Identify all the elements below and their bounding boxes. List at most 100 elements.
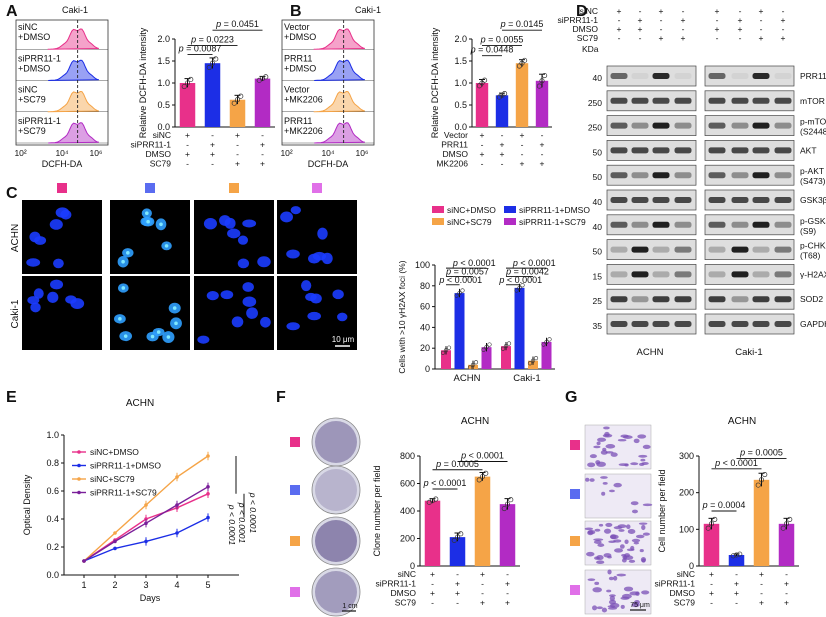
protein-label: (S2448) xyxy=(800,127,826,137)
design-row-label: siNC xyxy=(677,569,695,579)
protein-band xyxy=(610,73,628,79)
y-tick-label: 200 xyxy=(679,488,694,498)
design-row-label: siPRR11-1 xyxy=(376,579,417,589)
p-value-label: p = 0.0223 xyxy=(190,35,234,45)
data-dot xyxy=(539,78,545,84)
migrated-cell xyxy=(593,538,604,541)
design-row-label: SC79 xyxy=(150,159,172,169)
protein-band xyxy=(652,147,670,154)
data-dot xyxy=(547,337,552,342)
cell-nucleus xyxy=(219,215,231,226)
protein-band xyxy=(631,172,649,179)
blot-strip xyxy=(606,90,697,112)
migrated-cell xyxy=(630,501,639,506)
blot-strip xyxy=(606,140,697,161)
migrated-cell xyxy=(620,604,625,609)
bar xyxy=(778,523,795,566)
migrated-cell xyxy=(594,581,600,585)
design-sign: - xyxy=(660,15,663,25)
protein-band xyxy=(752,147,770,154)
bar xyxy=(475,83,489,127)
group-color-square xyxy=(312,183,322,193)
migrated-cell xyxy=(627,529,636,534)
protein-label: SOD2 xyxy=(800,294,823,304)
migrated-cell xyxy=(626,548,635,552)
protein-band xyxy=(631,271,649,278)
design-sign: + xyxy=(681,15,686,25)
data-dot xyxy=(263,74,269,80)
cell-nucleus xyxy=(53,258,64,269)
design-sign: - xyxy=(501,159,504,169)
cell-nucleus xyxy=(237,235,249,245)
cell-nucleus xyxy=(231,316,244,328)
legend-label: siNC+SC79 xyxy=(90,474,135,484)
histogram-label: siNC xyxy=(18,22,38,32)
design-sign: - xyxy=(501,130,504,140)
y-tick-label: 1.5 xyxy=(454,56,467,66)
migrated-cell xyxy=(596,461,606,467)
western-blot: siNC + - + - + - + -siPRR11-1- + - + - + - +DMSO + + - - + + -… xyxy=(558,6,826,358)
blot-strip xyxy=(704,214,795,236)
group-color-square xyxy=(145,183,155,193)
data-dot xyxy=(522,57,528,63)
design-sign: + xyxy=(260,140,265,150)
protein-band xyxy=(610,271,628,278)
protein-band xyxy=(731,321,749,327)
p-value-label: p < 0.0001 xyxy=(714,458,758,468)
protein-band xyxy=(631,73,649,79)
migrated-cell xyxy=(624,463,629,467)
protein-band xyxy=(708,271,726,278)
migrated-cell xyxy=(602,482,608,485)
migrated-cell xyxy=(587,578,596,581)
bar xyxy=(449,537,466,566)
design-row-label: MK2206 xyxy=(436,159,468,169)
data-dot xyxy=(460,288,465,293)
foci-spot xyxy=(156,330,161,334)
migrated-cell xyxy=(589,478,595,482)
migrated-cell xyxy=(631,509,638,514)
migrated-cell xyxy=(610,452,618,457)
blot-strip xyxy=(704,140,795,161)
design-row-label: DMSO xyxy=(670,588,696,598)
protein-band xyxy=(708,296,726,303)
design-sign: + xyxy=(617,6,622,16)
colony-stain xyxy=(315,520,357,562)
migrated-cell xyxy=(607,605,616,608)
design-sign: + xyxy=(734,579,739,589)
cell-nucleus xyxy=(237,258,250,269)
data-dot xyxy=(479,80,485,86)
histogram-label: +DMSO xyxy=(18,63,50,73)
y-axis-label: Clone number per field xyxy=(372,465,382,556)
protein-band xyxy=(631,321,649,327)
panel-letter: A xyxy=(6,3,18,20)
migrated-cell xyxy=(596,606,603,610)
bar xyxy=(535,80,549,127)
protein-band xyxy=(731,147,749,154)
migrated-cell xyxy=(613,539,622,543)
cell-nucleus xyxy=(242,219,257,228)
protein-band xyxy=(731,122,749,129)
design-sign: + xyxy=(260,159,265,169)
protein-band xyxy=(674,73,692,79)
migrated-cell xyxy=(624,539,629,545)
protein-band xyxy=(708,321,726,327)
design-sign: - xyxy=(782,24,785,34)
migrated-cell xyxy=(623,586,634,592)
foci-spot xyxy=(121,259,125,264)
migrated-cell xyxy=(596,554,604,561)
p-value-label: p = 0.0448 xyxy=(470,45,514,55)
migrated-cell xyxy=(592,587,602,593)
migrated-cell xyxy=(626,524,631,530)
p-value-label: p < 0.0001 xyxy=(438,275,482,285)
kda-label: KDa xyxy=(582,44,599,54)
protein-band xyxy=(674,97,692,104)
data-dot xyxy=(542,72,548,79)
y-tick-label: 0 xyxy=(410,561,415,571)
p-value-label: p < 0.0001 xyxy=(512,258,556,268)
group-color-square xyxy=(570,585,580,595)
design-row-label: siPRR11-1 xyxy=(558,15,599,25)
migrated-cell xyxy=(600,476,608,479)
group-color-square xyxy=(290,437,300,447)
cell-nucleus xyxy=(242,296,257,307)
cell-nucleus xyxy=(290,206,301,215)
